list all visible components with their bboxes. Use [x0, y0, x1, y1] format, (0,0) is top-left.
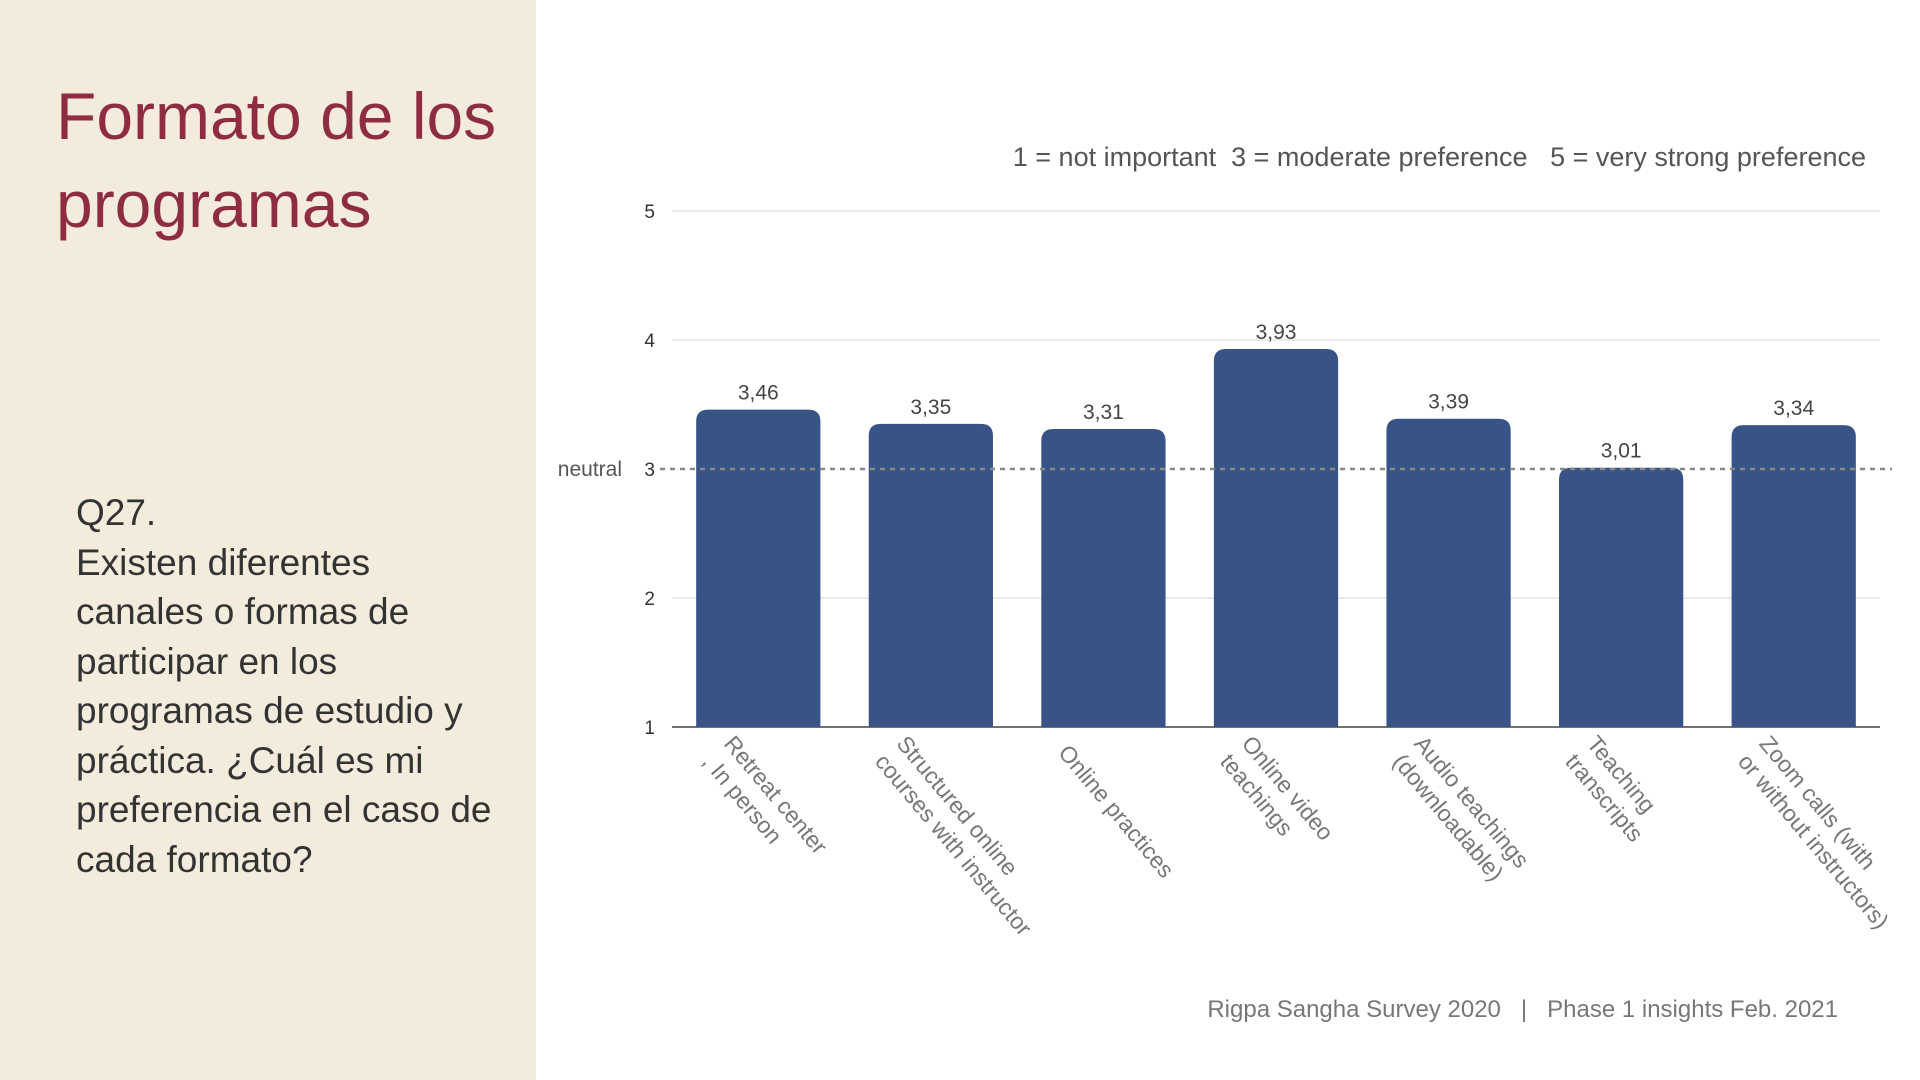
bar — [1213, 349, 1339, 727]
bar — [868, 423, 993, 727]
y-tick-label: 3 — [644, 460, 655, 481]
category-label: Audio teachings(downloadable) — [1388, 731, 1535, 886]
bar — [1386, 418, 1511, 727]
x-axis-categories: Retreat center, In person Structured onli… — [698, 731, 1895, 941]
bar — [696, 409, 821, 727]
y-axis-ticks: 1 2 3 4 5 — [644, 202, 655, 739]
left-panel: Formato de los programas Q27. Existen di… — [0, 0, 536, 1080]
scale-legend: 1 = not important 3 = moderate preferenc… — [1012, 142, 1866, 172]
value-label: 3,35 — [910, 396, 951, 419]
bar — [1731, 425, 1856, 727]
value-label: 3,93 — [1256, 321, 1297, 344]
footer-source: Rigpa Sangha Survey 2020 | Phase 1 insig… — [1207, 996, 1838, 1023]
category-label: Online practices — [1053, 740, 1179, 883]
bars — [696, 349, 1856, 727]
value-label: 3,01 — [1601, 440, 1642, 463]
question-text: Existen diferentes canales o formas de p… — [76, 541, 492, 880]
slide-title: Formato de los programas — [56, 79, 497, 241]
question-number: Q27. — [76, 492, 157, 533]
category-label-line: Online practices — [1053, 740, 1179, 883]
neutral-label: neutral — [558, 458, 622, 481]
neutral-reference: neutral — [558, 458, 1892, 481]
value-label: 3,31 — [1083, 401, 1124, 424]
value-label: 3,39 — [1428, 391, 1469, 414]
category-label: Retreat center, In person — [698, 731, 833, 860]
bar — [1559, 467, 1684, 727]
y-tick-label: 1 — [644, 718, 655, 739]
bar — [1041, 429, 1166, 727]
y-tick-label: 5 — [644, 202, 655, 223]
question-block: Q27. Existen diferentes canales o formas… — [76, 488, 496, 884]
category-label-line: courses with instructor — [870, 749, 1037, 941]
value-labels: 3,46 3,35 3,31 3,93 3,39 3,01 3,34 — [738, 321, 1815, 463]
y-tick-label: 2 — [644, 589, 655, 610]
y-tick-label: 4 — [644, 331, 655, 352]
value-label: 3,34 — [1773, 397, 1814, 420]
value-label: 3,46 — [738, 382, 779, 405]
